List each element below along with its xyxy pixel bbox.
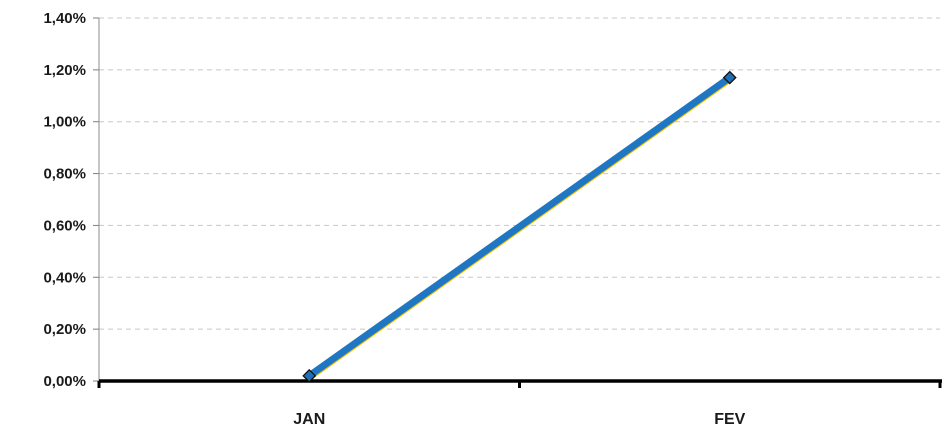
data-markers bbox=[302, 70, 737, 383]
y-tick-label: 1,00% bbox=[43, 114, 86, 131]
y-tick-label: 0,60% bbox=[43, 217, 86, 234]
x-tick-label: FEV bbox=[714, 411, 745, 427]
y-tick-label: 1,40% bbox=[43, 10, 86, 27]
y-tick-label: 0,20% bbox=[43, 321, 86, 338]
data-point-marker bbox=[722, 70, 737, 85]
y-tick-label: 0,40% bbox=[43, 269, 86, 286]
y-axis-tick-labels: 0,00% 0,20% 0,40% 0,60% 0,80% 1,00% 1,20% 1,40% bbox=[43, 10, 86, 390]
x-axis-tick-labels: JAN FEV bbox=[293, 411, 745, 427]
gridlines bbox=[99, 17, 940, 330]
y-tick-label: 0,80% bbox=[43, 166, 86, 183]
x-tick-label: JAN bbox=[293, 411, 325, 427]
series-line-accent bbox=[310, 79, 733, 380]
data-point-marker bbox=[302, 368, 317, 383]
axes bbox=[93, 17, 942, 388]
y-tick-label: 1,20% bbox=[43, 62, 86, 79]
series-line bbox=[305, 74, 734, 380]
series-lines bbox=[305, 74, 734, 380]
y-tick-label: 0,00% bbox=[43, 373, 86, 390]
